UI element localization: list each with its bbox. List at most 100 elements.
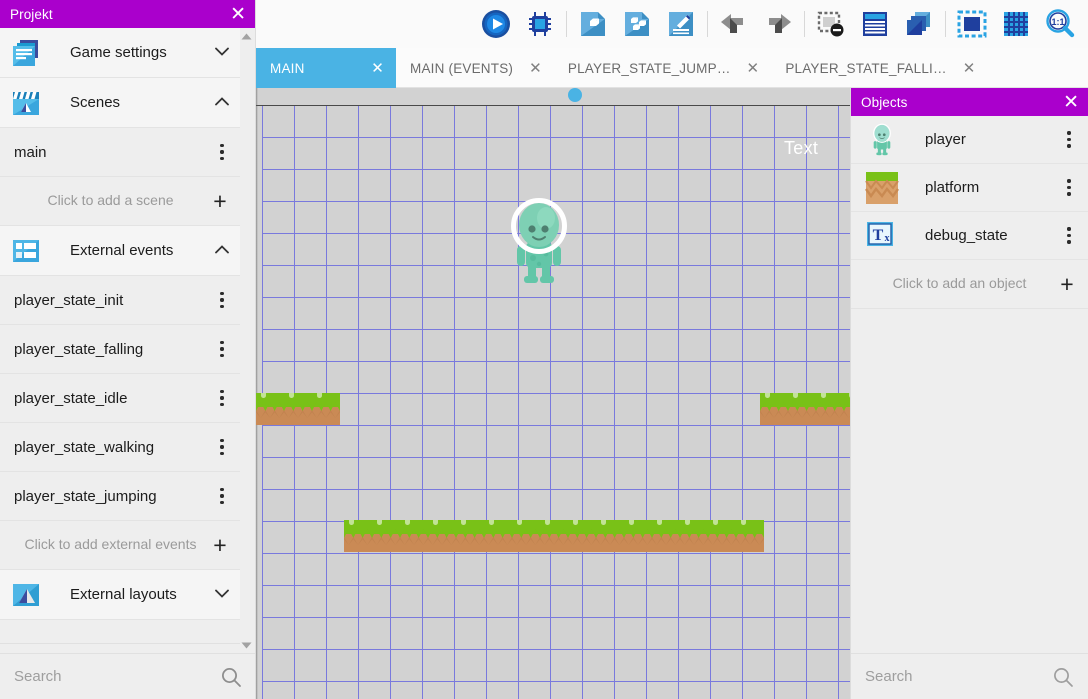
external-event-options-menu[interactable] (209, 432, 235, 462)
objects-search-input[interactable]: Search (865, 668, 913, 685)
redo-button[interactable] (756, 2, 800, 46)
scroll-up-arrow-icon[interactable] (240, 30, 252, 42)
chevron-down-icon[interactable] (211, 589, 233, 601)
platform-tile (428, 520, 456, 552)
add-object-row[interactable]: Click to add an object + (851, 260, 1088, 309)
platform-tile (816, 393, 844, 425)
platform-tile (568, 520, 596, 552)
scroll-down-arrow-icon[interactable] (240, 639, 252, 651)
add-scene-label: Click to add a scene (47, 192, 174, 209)
sidebar-item-label: player_state_jumping (14, 487, 157, 505)
sidebar-item-player-state-falling[interactable]: player_state_falling (0, 325, 241, 374)
add-external-events-label: Click to add external events (24, 536, 197, 553)
sidebar-item-player-state-jumping[interactable]: player_state_jumping (0, 472, 241, 521)
toggle-mask-button[interactable] (950, 2, 994, 46)
debug-preview-button[interactable] (518, 2, 562, 46)
svg-text:x: x (885, 233, 890, 244)
chevron-down-icon[interactable] (211, 47, 233, 59)
object-options-menu[interactable] (1056, 173, 1082, 203)
external-event-options-menu[interactable] (209, 285, 235, 315)
editor-tab-strip: MAIN ✕ MAIN (EVENTS) ✕ PLAYER_STATE_JUMP… (256, 48, 1088, 88)
project-search-input[interactable]: Search (14, 668, 62, 685)
open-events-button[interactable] (659, 2, 703, 46)
external-event-options-menu[interactable] (209, 334, 235, 364)
sidebar-item-scene-main[interactable]: main (0, 128, 241, 177)
tab-main[interactable]: MAIN ✕ (256, 48, 396, 88)
add-scene-button[interactable] (571, 2, 615, 46)
object-row-player[interactable]: player (851, 116, 1088, 164)
scenes-clapperboard-icon (10, 87, 42, 119)
chevron-up-icon[interactable] (211, 96, 233, 109)
external-events-icon (10, 235, 42, 267)
sidebar-item-label: player_state_walking (14, 438, 155, 456)
platform-tile (512, 520, 540, 552)
project-panel-header: Projekt ✕ (0, 0, 255, 28)
close-icon[interactable]: ✕ (371, 59, 384, 77)
open-layers-button[interactable] (897, 2, 941, 46)
play-preview-button[interactable] (474, 2, 518, 46)
object-options-menu[interactable] (1056, 125, 1082, 155)
tab-player-state-falling[interactable]: PLAYER_STATE_FALLI… ✕ (771, 48, 987, 88)
instance-debug-state-text[interactable]: Text (784, 138, 819, 158)
instance-platform-row-left[interactable] (256, 393, 340, 425)
sidebar-group-external-events[interactable]: External events (0, 226, 241, 276)
close-icon[interactable]: ✕ (746, 59, 760, 77)
sidebar-item-label: main (14, 143, 47, 161)
sidebar-scrollbar[interactable] (240, 28, 252, 653)
close-icon[interactable]: ✕ (230, 3, 246, 25)
scene-resize-handle[interactable] (568, 88, 582, 102)
sidebar-item-label: player_state_idle (14, 389, 128, 407)
close-icon[interactable]: ✕ (962, 59, 976, 77)
deselect-button[interactable] (809, 2, 853, 46)
close-icon[interactable]: ✕ (1063, 91, 1079, 113)
tab-player-state-jumping[interactable]: PLAYER_STATE_JUMP… ✕ (554, 48, 771, 88)
tab-main-events[interactable]: MAIN (EVENTS) ✕ (396, 48, 554, 88)
objects-list: player platform (851, 116, 1088, 653)
platform-tile (400, 520, 428, 552)
instance-platform-row-main[interactable] (344, 520, 764, 552)
plus-icon[interactable]: + (213, 187, 227, 214)
external-event-options-menu[interactable] (209, 481, 235, 511)
instance-player[interactable] (508, 198, 570, 288)
plus-icon[interactable]: + (1060, 270, 1074, 297)
project-tree: Game settings (0, 28, 241, 653)
chevron-up-icon[interactable] (211, 244, 233, 257)
external-event-options-menu[interactable] (209, 383, 235, 413)
open-properties-button[interactable] (853, 2, 897, 46)
search-icon[interactable] (220, 666, 242, 688)
object-name: player (925, 131, 966, 148)
platform-tile (344, 520, 372, 552)
object-name: platform (925, 179, 980, 196)
add-scene-row[interactable]: Click to add a scene + (0, 177, 241, 226)
object-row-platform[interactable]: platform (851, 164, 1088, 212)
sidebar-group-label: External events (70, 241, 174, 259)
scene-options-menu[interactable] (209, 137, 235, 167)
add-external-events-row[interactable]: Click to add external events + (0, 521, 241, 570)
platform-tile (312, 393, 340, 425)
sidebar-group-scenes[interactable]: Scenes (0, 78, 241, 128)
platform-tile (624, 520, 652, 552)
platform-tile (596, 520, 624, 552)
object-options-menu[interactable] (1056, 221, 1082, 251)
add-object-button[interactable] (615, 2, 659, 46)
sidebar-item-player-state-idle[interactable]: player_state_idle (0, 374, 241, 423)
object-row-debug-state[interactable]: T x debug_state (851, 212, 1088, 260)
project-search-bar[interactable]: Search (0, 653, 255, 699)
sidebar-group-external-layouts[interactable]: External layouts (0, 570, 241, 620)
sidebar-item-player-state-walking[interactable]: player_state_walking (0, 423, 241, 472)
zoom-reset-button[interactable]: 1:1 (1038, 2, 1082, 46)
platform-tile-thumb (865, 171, 899, 205)
sidebar-item-player-state-init[interactable]: player_state_init (0, 276, 241, 325)
objects-search-bar[interactable]: Search (851, 653, 1088, 699)
undo-button[interactable] (712, 2, 756, 46)
tab-label: MAIN (270, 60, 305, 76)
toolbar-separator (707, 11, 708, 37)
sidebar-group-game-settings[interactable]: Game settings (0, 28, 241, 78)
toolbar-separator (804, 11, 805, 37)
project-panel-title: Projekt (10, 6, 53, 22)
toggle-grid-button[interactable] (994, 2, 1038, 46)
search-icon[interactable] (1052, 666, 1074, 688)
close-icon[interactable]: ✕ (529, 59, 542, 77)
plus-icon[interactable]: + (213, 531, 227, 558)
